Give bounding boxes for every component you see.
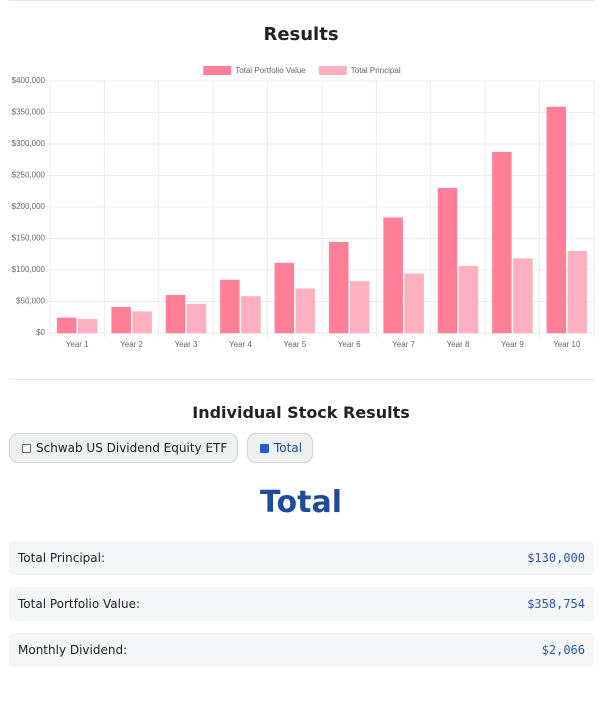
bar (328, 242, 349, 334)
summary-label: Total Portfolio Value: (18, 597, 141, 611)
x-tick-label: Year 3 (175, 340, 198, 349)
section-title: Individual Stock Results (192, 403, 410, 422)
filter-button[interactable]: Schwab US Dividend Equity ETF (9, 433, 239, 463)
chart: $0 $50,000 $100,000 $150,000 $200,000 $250,00… (12, 66, 595, 349)
legend-label: Total Portfolio Value (235, 66, 306, 75)
summary-value: $2,066 (541, 643, 585, 657)
bar (56, 317, 77, 334)
y-tick-label: $400,000 (12, 76, 46, 85)
bar (349, 281, 370, 334)
x-tick-label: Year 1 (66, 340, 89, 349)
bar (513, 258, 533, 334)
selected-title: Total (260, 485, 342, 520)
bar (492, 151, 512, 334)
bar (111, 306, 131, 334)
x-tick-label: Year 6 (338, 340, 361, 349)
x-tick-label: Year 9 (501, 340, 524, 349)
y-tick-label: $150,000 (12, 234, 46, 243)
results-title: Results (263, 24, 339, 45)
summary-row: Total Portfolio Value: $358,754 (9, 587, 594, 621)
x-tick-label: Year 2 (120, 340, 143, 349)
legend-label: Total Principal (351, 66, 401, 75)
y-tick-label: $0 (36, 328, 45, 337)
x-tick-label: Year 7 (392, 340, 415, 349)
divider (9, 0, 594, 1)
y-tick-label: $50,000 (16, 297, 45, 306)
bar (77, 318, 98, 334)
bar (241, 296, 261, 334)
summary-value: $130,000 (527, 551, 585, 565)
y-tick-label: $200,000 (12, 202, 46, 211)
x-tick-label: Year 4 (229, 340, 252, 349)
bar (165, 294, 186, 334)
bar (274, 262, 295, 334)
legend-swatch (318, 66, 347, 75)
bar (458, 265, 479, 334)
y-tick-label: $350,000 (12, 108, 46, 117)
bar (404, 273, 424, 334)
legend-swatch (203, 66, 232, 75)
bar (295, 288, 316, 334)
bar (186, 303, 207, 334)
y-tick-label: $250,000 (12, 171, 46, 180)
summary-value: $358,754 (527, 597, 585, 611)
summary-label: Total Principal: (18, 551, 106, 565)
bar (132, 311, 152, 334)
y-tick-label: $100,000 (12, 265, 46, 274)
x-tick-label: Year 5 (283, 340, 306, 349)
filter-button[interactable]: Total (247, 433, 314, 463)
checkbox[interactable] (260, 443, 269, 453)
bar (220, 279, 240, 334)
filter-label: Schwab US Dividend Equity ETF (36, 441, 228, 455)
filter-label: Total (274, 441, 303, 455)
bar (437, 187, 458, 334)
x-tick-label: Year 8 (447, 340, 470, 349)
summary-row: Total Principal: $130,000 (9, 541, 594, 575)
summary-row: Monthly Dividend: $2,066 (9, 633, 594, 667)
bar (546, 106, 567, 334)
checkbox[interactable] (22, 443, 31, 453)
y-tick-label: $300,000 (12, 139, 46, 148)
bar (383, 217, 403, 334)
summary-label: Monthly Dividend: (18, 643, 128, 657)
divider (9, 379, 594, 380)
bar (567, 250, 588, 334)
x-tick-label: Year 10 (553, 340, 581, 349)
